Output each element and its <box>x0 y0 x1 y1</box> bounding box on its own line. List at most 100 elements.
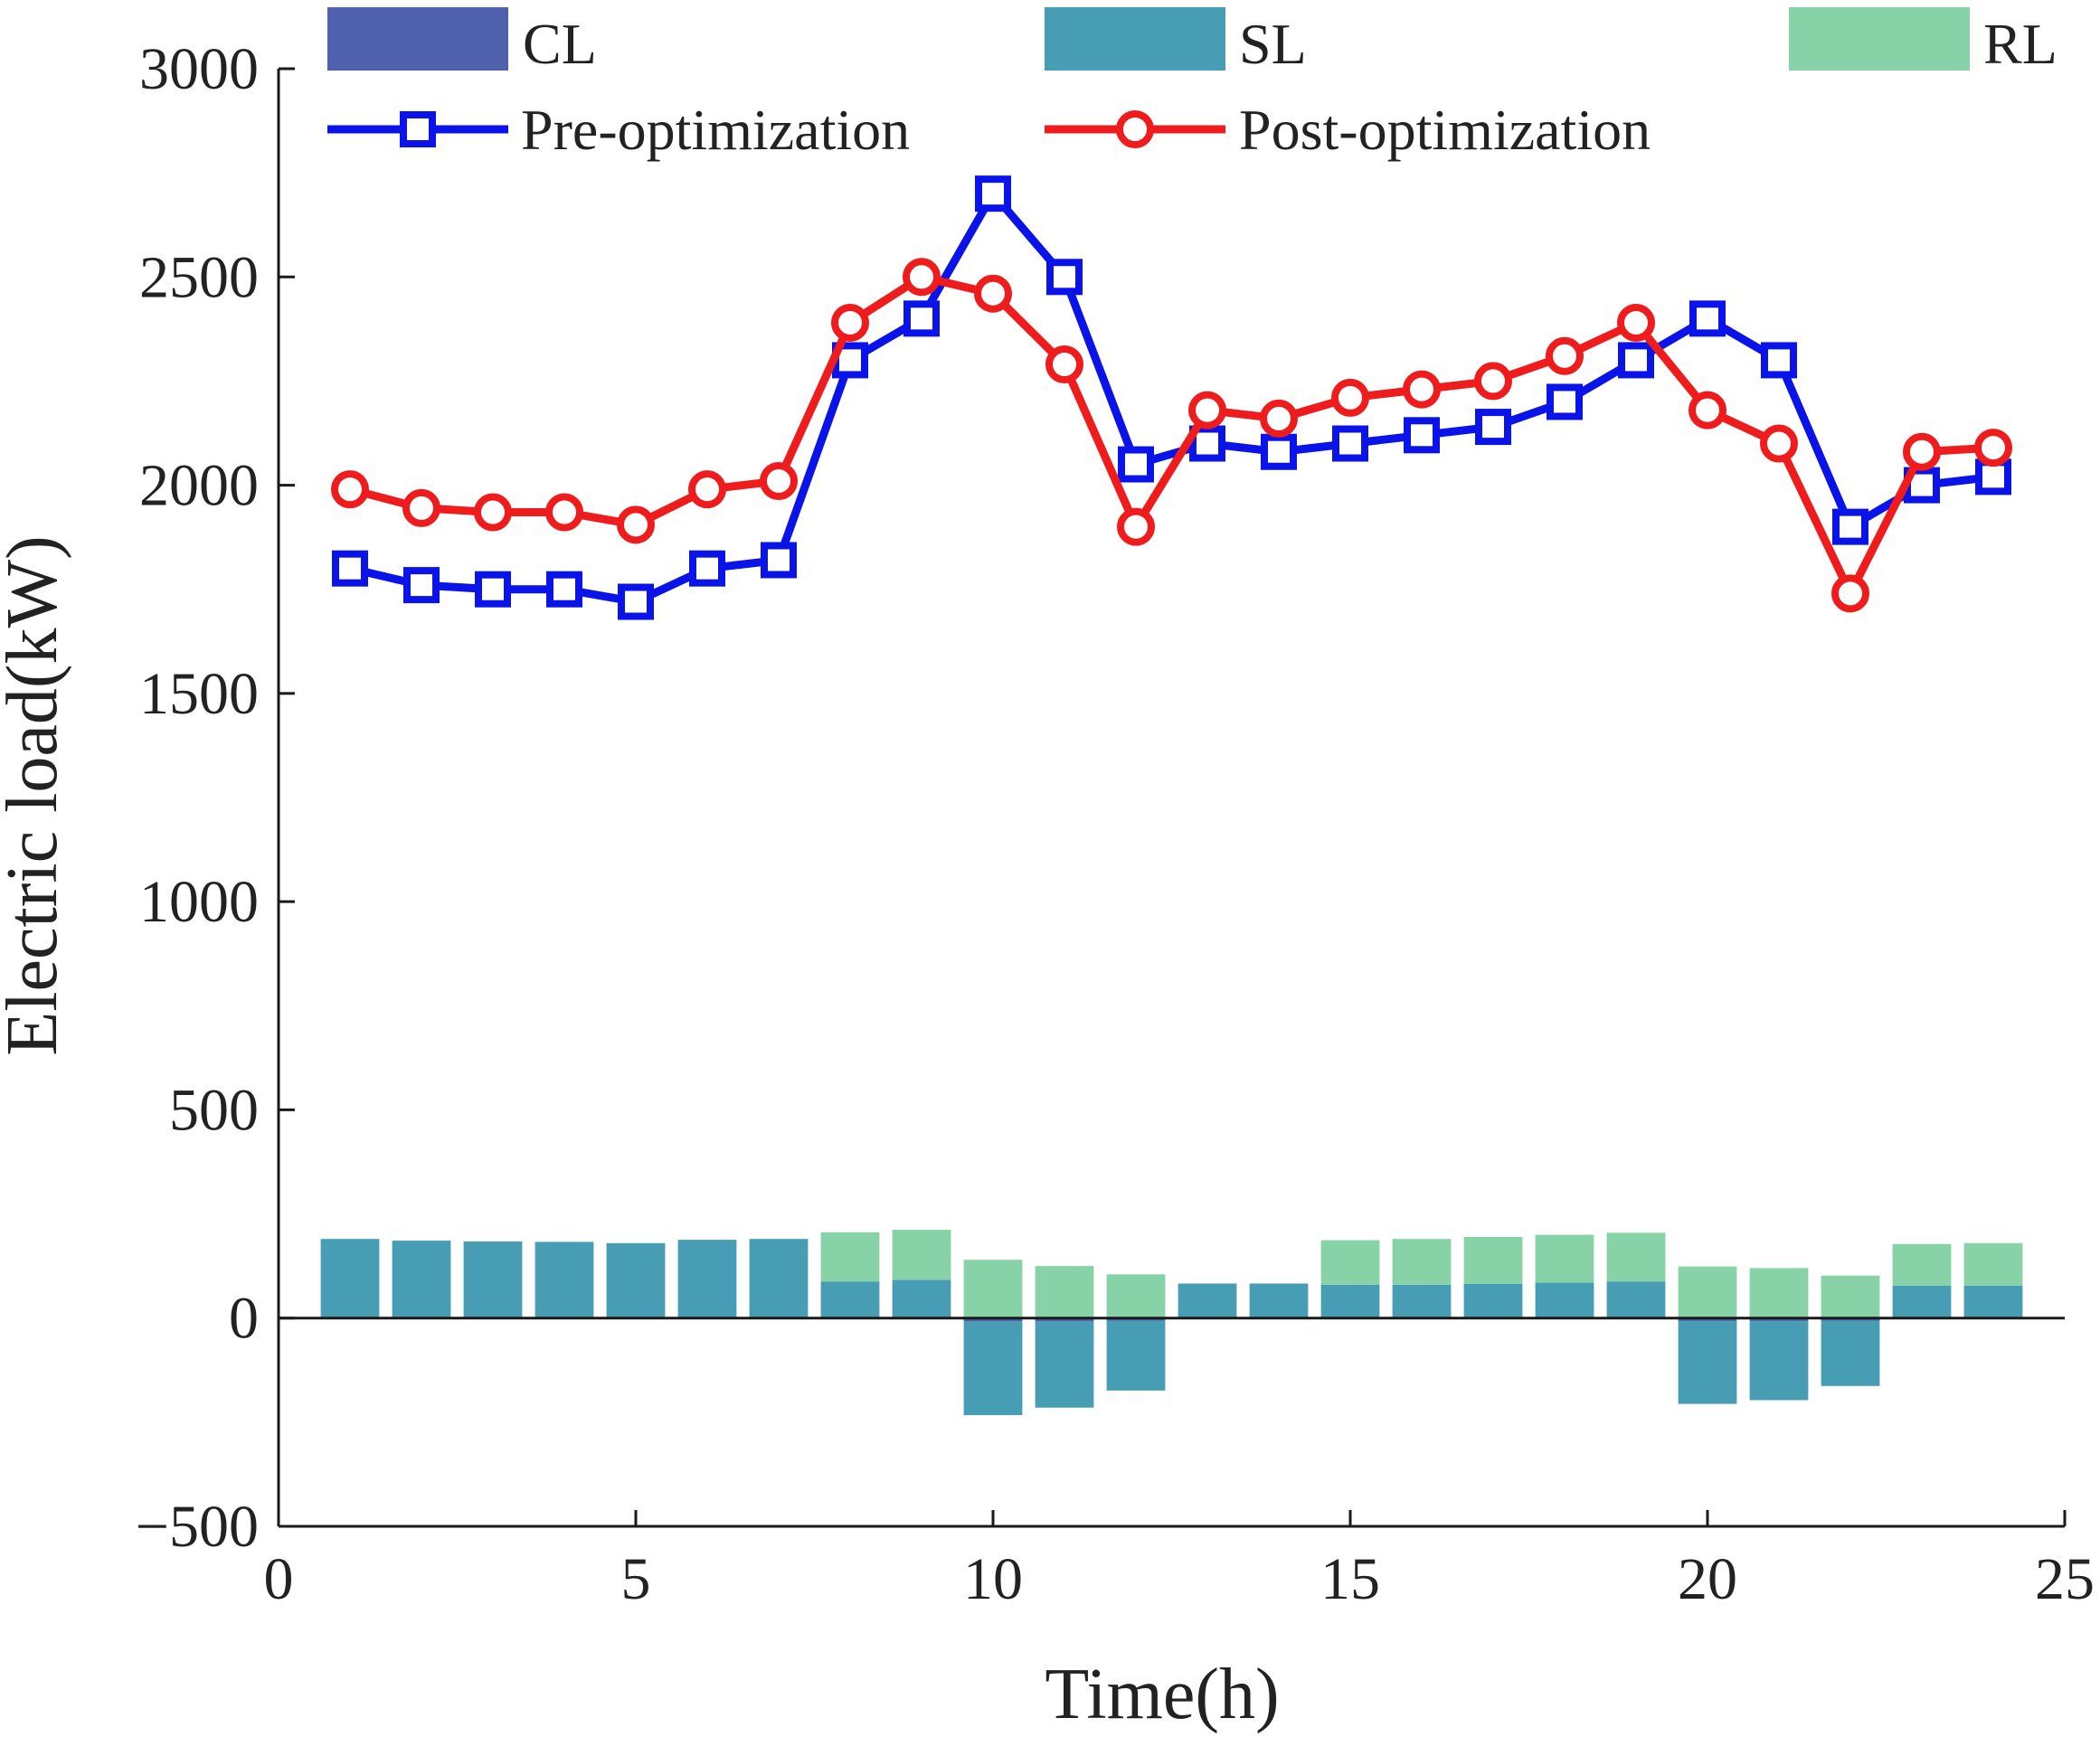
bar-sl <box>392 1241 451 1318</box>
bar-rl <box>1606 1232 1666 1282</box>
bar-sl <box>1821 1320 1880 1386</box>
bar-rl <box>1821 1275 1880 1318</box>
marker-post-optimization <box>1045 345 1083 384</box>
bar-sl <box>1606 1281 1666 1318</box>
bar-sl <box>892 1279 951 1318</box>
bar-sl <box>677 1240 737 1318</box>
marker-post-optimization <box>331 470 369 509</box>
bar-sl <box>1749 1320 1809 1401</box>
marker-pre-optimization <box>1404 417 1440 454</box>
marker-post-optimization <box>1474 362 1512 401</box>
bar-sl <box>1035 1321 1094 1408</box>
marker-pre-optimization <box>689 550 725 587</box>
bar-rl <box>1749 1268 1809 1318</box>
bar-cl <box>1749 1317 1809 1321</box>
bar-cl <box>963 1317 1023 1322</box>
x-tick-label: 15 <box>1320 1546 1380 1612</box>
bar-cl <box>1035 1317 1094 1322</box>
marker-pre-optimization <box>1261 433 1297 470</box>
bar-cl <box>1678 1317 1737 1321</box>
line-pre-optimization <box>348 189 1994 607</box>
marker-post-optimization <box>545 493 583 532</box>
x-tick-label: 20 <box>1678 1546 1737 1612</box>
x-tick-label: 0 <box>264 1546 294 1612</box>
marker-post-optimization <box>760 461 798 500</box>
legend-swatch-cl <box>327 7 508 71</box>
marker-post-optimization <box>831 303 869 342</box>
x-axis-label: Time(h) <box>1045 1655 1279 1734</box>
legend-label-post-optimization: Post-optimization <box>1239 98 1651 162</box>
y-tick-label: 1000 <box>139 869 259 935</box>
marker-post-optimization <box>1689 391 1726 430</box>
marker-pre-optimization <box>903 300 940 337</box>
marker-pre-optimization <box>1618 342 1654 379</box>
legend-marker <box>400 111 436 147</box>
bar-sl <box>1249 1283 1309 1318</box>
marker-post-optimization <box>903 258 941 297</box>
bar-sl <box>1678 1320 1737 1404</box>
y-tick-label: 0 <box>229 1286 259 1352</box>
bar-rl <box>820 1232 880 1282</box>
bar-rl <box>1535 1234 1594 1283</box>
bar-sl <box>1106 1320 1166 1391</box>
marker-post-optimization <box>1831 574 1869 613</box>
bar-sl <box>1320 1284 1380 1318</box>
x-tick-label: 10 <box>963 1546 1023 1612</box>
marker-pre-optimization <box>1975 458 2011 496</box>
legend-line-post-optimization <box>1045 110 1225 148</box>
marker-pre-optimization <box>546 571 582 608</box>
marker-pre-optimization <box>332 550 368 587</box>
bar-rl <box>892 1230 951 1280</box>
x-tick-label: 25 <box>2035 1546 2095 1612</box>
marker-pre-optimization <box>761 542 797 579</box>
bar-rl <box>1392 1239 1452 1285</box>
marker-post-optimization <box>688 470 726 509</box>
y-tick-label: 3000 <box>139 36 259 102</box>
bar-sl <box>1892 1285 1952 1318</box>
legend-label-sl: SL <box>1239 12 1307 76</box>
x-tick-label: 5 <box>621 1546 651 1612</box>
bar-sl <box>749 1239 809 1318</box>
axes <box>277 67 2067 1528</box>
legend: CL SL RL Pre-optimization Post-optimizat… <box>327 7 2057 162</box>
marker-pre-optimization <box>1475 409 1511 446</box>
y-tick-label: 500 <box>169 1077 259 1143</box>
marker-post-optimization <box>1903 432 1941 471</box>
bar-sl <box>1463 1283 1523 1318</box>
legend-label-pre-optimization: Pre-optimization <box>521 98 910 162</box>
marker-pre-optimization <box>403 567 440 604</box>
bar-sl <box>320 1239 380 1318</box>
line-post-optimization <box>348 272 1994 598</box>
legend-label-cl: CL <box>523 12 597 76</box>
marker-pre-optimization <box>1547 383 1583 420</box>
bar-rl <box>1463 1236 1523 1284</box>
bar-sl <box>820 1281 880 1318</box>
marker-post-optimization <box>974 274 1012 313</box>
marker-post-optimization <box>1546 336 1584 375</box>
marker-post-optimization <box>1260 399 1298 438</box>
legend-label-rl: RL <box>1983 12 2057 76</box>
bar-rl <box>1892 1243 1952 1286</box>
bar-rl <box>1678 1266 1737 1318</box>
bar-series-group <box>320 1230 2023 1416</box>
marker-post-optimization <box>474 493 512 532</box>
bar-rl <box>1963 1242 2023 1286</box>
bar-sl <box>1535 1282 1594 1318</box>
marker-post-optimization <box>1974 429 2012 467</box>
y-tick-label: −500 <box>136 1494 259 1560</box>
marker-pre-optimization <box>1832 508 1868 545</box>
marker-post-optimization <box>617 505 655 544</box>
marker-pre-optimization <box>1118 446 1154 483</box>
marker-pre-optimization <box>618 583 654 620</box>
bar-sl <box>606 1242 666 1318</box>
marker-pre-optimization <box>475 571 511 608</box>
marker-post-optimization <box>1617 303 1655 342</box>
y-axis-label: Electric load(kW) <box>0 535 72 1055</box>
marker-post-optimization <box>1188 391 1226 430</box>
line-series-group <box>331 175 2012 620</box>
y-tick-label: 2000 <box>139 453 259 519</box>
legend-line-pre-optimization <box>327 111 508 147</box>
bar-rl <box>1106 1274 1166 1318</box>
